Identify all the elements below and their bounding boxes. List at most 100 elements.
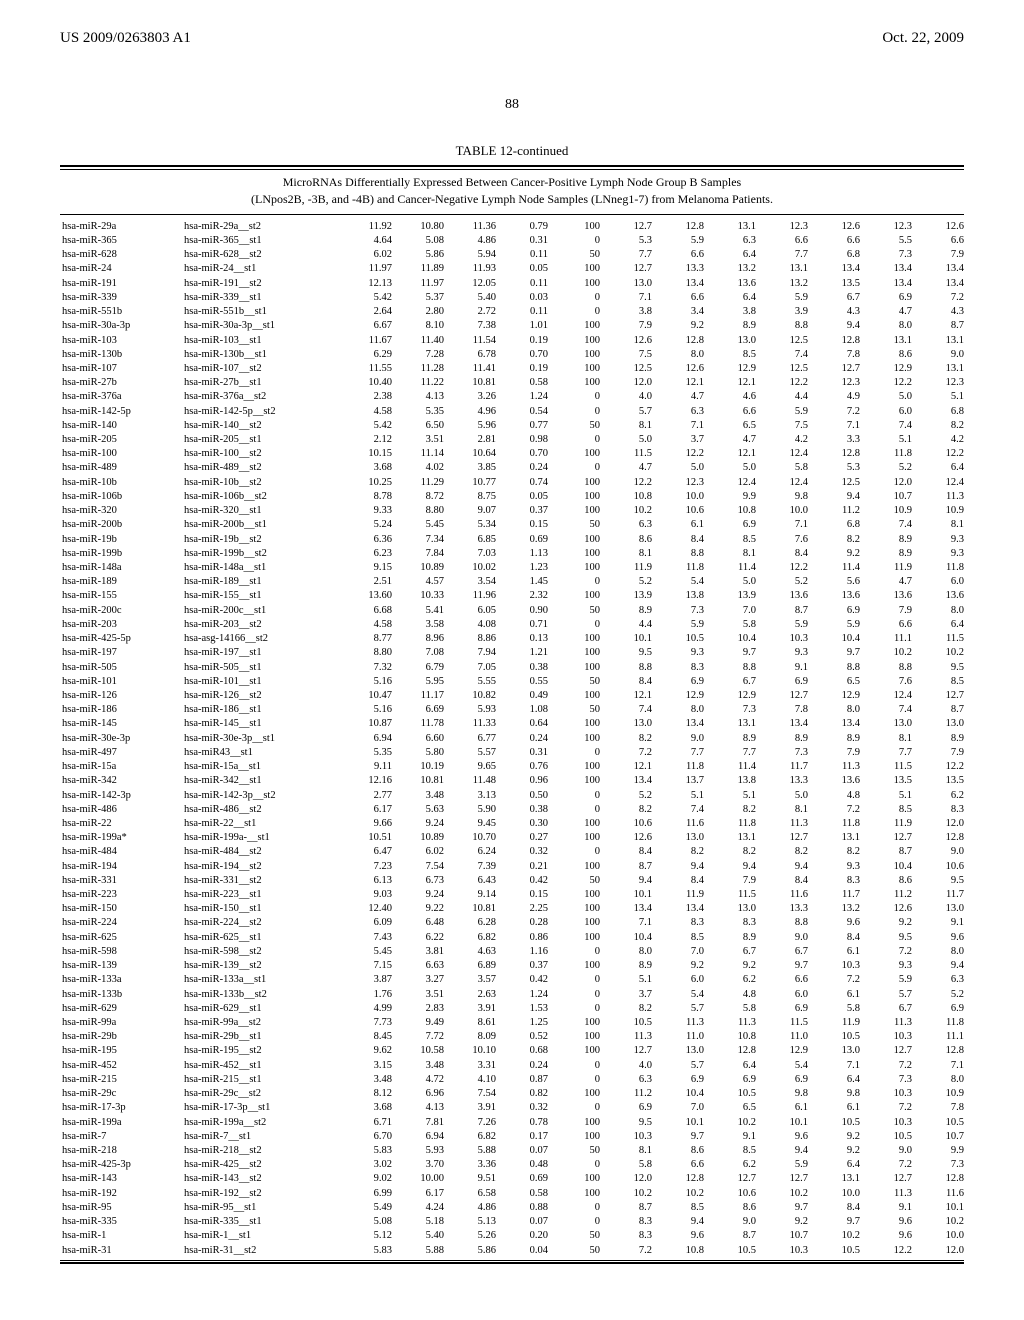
row-value: 100	[550, 888, 602, 902]
row-label: hsa-miR-15a	[60, 760, 182, 774]
row-value: 5.0	[706, 461, 758, 475]
row-value: 5.1	[706, 788, 758, 802]
row-value: 8.0	[654, 347, 706, 361]
row-label: hsa-miR-203__st2	[182, 618, 336, 632]
row-value: 6.3	[602, 1073, 654, 1087]
row-value: 100	[550, 760, 602, 774]
row-value: 0.05	[498, 490, 550, 504]
row-value: 12.4	[914, 475, 966, 489]
row-value: 10.5	[862, 1129, 914, 1143]
row-value: 6.6	[914, 234, 966, 248]
row-value: 10.6	[654, 504, 706, 518]
row-value: 11.1	[862, 632, 914, 646]
row-label: hsa-miR-142-5p__st2	[182, 404, 336, 418]
row-value: 8.0	[914, 603, 966, 617]
row-value: 6.02	[336, 248, 394, 262]
row-value: 5.41	[394, 603, 446, 617]
row-value: 8.9	[810, 731, 862, 745]
row-value: 12.5	[810, 475, 862, 489]
row-value: 9.65	[446, 760, 498, 774]
row-value: 8.6	[862, 873, 914, 887]
row-value: 8.3	[706, 916, 758, 930]
row-value: 50	[550, 603, 602, 617]
row-value: 11.8	[862, 447, 914, 461]
table-row: hsa-miR-106bhsa-miR-106b__st28.788.728.7…	[60, 490, 966, 504]
row-value: 7.38	[446, 319, 498, 333]
table-row: hsa-miR-339hsa-miR-339__st15.425.375.400…	[60, 290, 966, 304]
row-value: 0.48	[498, 1158, 550, 1172]
row-label: hsa-miR-489	[60, 461, 182, 475]
row-label: hsa-miR-22	[60, 817, 182, 831]
row-value: 100	[550, 589, 602, 603]
row-value: 9.0	[758, 930, 810, 944]
row-value: 7.1	[810, 418, 862, 432]
row-value: 8.5	[706, 532, 758, 546]
row-value: 13.0	[654, 831, 706, 845]
row-value: 10.2	[602, 504, 654, 518]
row-value: 7.3	[914, 1158, 966, 1172]
row-value: 11.41	[446, 362, 498, 376]
row-value: 10.3	[862, 1087, 914, 1101]
row-value: 8.1	[602, 1144, 654, 1158]
table-row: hsa-miR-142-5phsa-miR-142-5p__st24.585.3…	[60, 404, 966, 418]
row-value: 100	[550, 959, 602, 973]
row-value: 12.1	[602, 689, 654, 703]
row-value: 10.25	[336, 475, 394, 489]
row-value: 0	[550, 1101, 602, 1115]
row-value: 100	[550, 362, 602, 376]
row-value: 6.94	[336, 731, 394, 745]
row-value: 9.1	[758, 660, 810, 674]
row-label: hsa-miR-10b__st2	[182, 475, 336, 489]
table-row: hsa-miR-143hsa-miR-143__st29.0210.009.51…	[60, 1172, 966, 1186]
row-value: 12.1	[602, 760, 654, 774]
row-value: 9.2	[810, 546, 862, 560]
row-value: 10.4	[810, 632, 862, 646]
row-value: 0.50	[498, 788, 550, 802]
row-value: 6.99	[336, 1186, 394, 1200]
row-label: hsa-miR-17-3p__st1	[182, 1101, 336, 1115]
row-label: hsa-miR-505	[60, 660, 182, 674]
row-value: 13.4	[862, 262, 914, 276]
table-row: hsa-miR-342hsa-miR-342__st112.1610.8111.…	[60, 774, 966, 788]
row-value: 12.5	[602, 362, 654, 376]
row-value: 50	[550, 418, 602, 432]
row-value: 0	[550, 575, 602, 589]
row-value: 5.0	[654, 461, 706, 475]
row-value: 11.8	[810, 817, 862, 831]
row-label: hsa-miR-148a__st1	[182, 561, 336, 575]
row-value: 6.4	[810, 1073, 862, 1087]
row-label: hsa-miR-197	[60, 646, 182, 660]
row-value: 7.2	[810, 404, 862, 418]
row-value: 12.2	[758, 376, 810, 390]
row-value: 0	[550, 618, 602, 632]
row-value: 3.36	[446, 1158, 498, 1172]
table-row: hsa-miR-331hsa-miR-331__st26.136.736.430…	[60, 873, 966, 887]
row-value: 0.19	[498, 333, 550, 347]
row-value: 0	[550, 788, 602, 802]
row-value: 8.3	[810, 873, 862, 887]
row-value: 9.5	[862, 930, 914, 944]
row-value: 4.13	[394, 1101, 446, 1115]
row-value: 6.17	[336, 802, 394, 816]
row-value: 3.26	[446, 390, 498, 404]
table-row: hsa-miR-203hsa-miR-203__st24.583.584.080…	[60, 618, 966, 632]
row-value: 8.09	[446, 1030, 498, 1044]
row-value: 11.96	[446, 589, 498, 603]
row-value: 11.8	[706, 817, 758, 831]
row-value: 50	[550, 703, 602, 717]
row-value: 8.0	[654, 703, 706, 717]
row-value: 8.0	[602, 945, 654, 959]
row-value: 11.6	[758, 888, 810, 902]
row-value: 6.47	[336, 845, 394, 859]
row-value: 8.5	[862, 802, 914, 816]
row-value: 100	[550, 347, 602, 361]
row-value: 5.93	[446, 703, 498, 717]
row-value: 8.9	[602, 959, 654, 973]
row-value: 12.8	[810, 447, 862, 461]
row-value: 8.2	[654, 845, 706, 859]
row-value: 8.86	[446, 632, 498, 646]
row-value: 10.40	[336, 376, 394, 390]
row-value: 0.15	[498, 888, 550, 902]
row-value: 0.11	[498, 276, 550, 290]
row-value: 9.62	[336, 1044, 394, 1058]
